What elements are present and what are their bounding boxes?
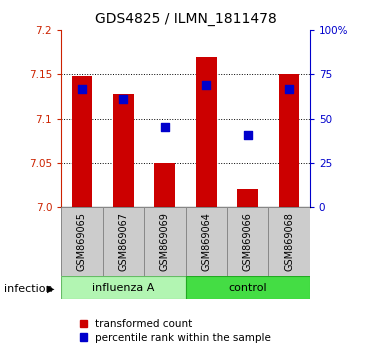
- Bar: [103, 207, 144, 276]
- Text: GSM869068: GSM869068: [284, 212, 294, 271]
- Bar: [186, 276, 310, 299]
- Text: infection: infection: [4, 284, 52, 294]
- Bar: [196, 57, 217, 207]
- Text: GDS4825 / ILMN_1811478: GDS4825 / ILMN_1811478: [95, 12, 276, 27]
- Point: [121, 96, 127, 102]
- Bar: [154, 163, 175, 207]
- Bar: [144, 207, 186, 276]
- Text: GSM869066: GSM869066: [243, 212, 253, 271]
- Bar: [186, 207, 227, 276]
- Text: GSM869064: GSM869064: [201, 212, 211, 271]
- Text: ▶: ▶: [47, 284, 55, 294]
- Point: [203, 82, 209, 88]
- Point: [162, 125, 168, 130]
- Text: GSM869069: GSM869069: [160, 212, 170, 271]
- Point: [286, 87, 292, 92]
- Text: control: control: [228, 282, 267, 293]
- Point: [245, 132, 251, 137]
- Bar: [72, 76, 92, 207]
- Text: GSM869067: GSM869067: [118, 212, 128, 271]
- Bar: [113, 94, 134, 207]
- Bar: [227, 207, 268, 276]
- Legend: transformed count, percentile rank within the sample: transformed count, percentile rank withi…: [80, 319, 271, 343]
- Point: [79, 87, 85, 92]
- Bar: [268, 207, 310, 276]
- Bar: [61, 207, 103, 276]
- Bar: [279, 74, 299, 207]
- Bar: [61, 276, 186, 299]
- Text: GSM869065: GSM869065: [77, 212, 87, 271]
- Bar: [237, 189, 258, 207]
- Text: influenza A: influenza A: [92, 282, 155, 293]
